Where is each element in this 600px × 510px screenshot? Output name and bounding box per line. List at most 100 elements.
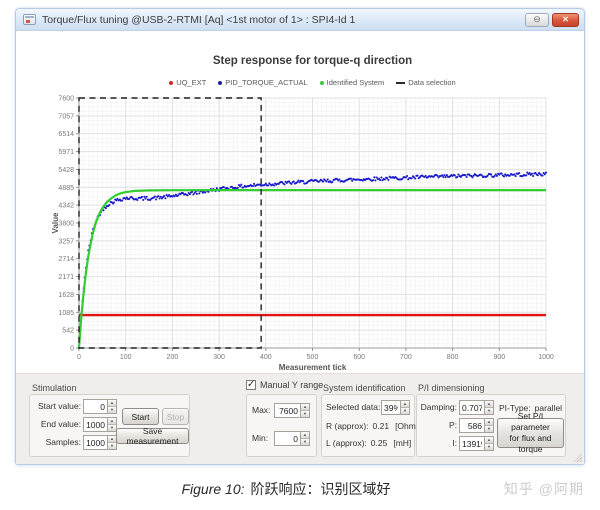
- damping-spin-buttons[interactable]: ▲ ▼: [484, 400, 494, 415]
- min-label: Min:: [252, 433, 269, 443]
- start-value-spin-buttons[interactable]: ▲ ▼: [107, 399, 117, 414]
- minimize-button[interactable]: ⊖: [525, 12, 549, 27]
- start-value-input[interactable]: [83, 399, 107, 414]
- set-pi-parameter-line2: for flux and torque: [509, 433, 552, 455]
- p-spinner: ▲▼: [459, 418, 494, 433]
- svg-text:700: 700: [400, 354, 412, 361]
- start-value-spinner: ▲▼: [83, 399, 117, 414]
- svg-text:542: 542: [62, 328, 74, 335]
- legend-dot-icon: [319, 80, 324, 85]
- spin-up-icon[interactable]: ▲: [485, 401, 493, 408]
- pi-type-row: PI-Type: parallel: [499, 403, 562, 413]
- legend-item-data-selection: Data selection: [396, 78, 456, 87]
- data-selection-region[interactable]: [78, 97, 262, 349]
- legend-label: UQ_EXT: [176, 78, 207, 87]
- r-approx-value: 0.21: [372, 421, 390, 431]
- damping-spinner: ▲▼: [459, 400, 494, 415]
- svg-text:500: 500: [307, 354, 319, 361]
- max-spin-buttons[interactable]: ▲ ▼: [300, 403, 310, 418]
- legend-label: Data selection: [408, 78, 456, 87]
- spin-down-icon[interactable]: ▼: [108, 425, 116, 431]
- svg-text:1000: 1000: [538, 354, 554, 361]
- i-input[interactable]: [459, 436, 484, 451]
- i-spin-buttons[interactable]: ▲ ▼: [484, 436, 494, 451]
- svg-text:300: 300: [213, 354, 225, 361]
- start-button[interactable]: Start: [122, 408, 159, 425]
- svg-text:1085: 1085: [58, 310, 74, 317]
- step-response-chart[interactable]: 0 100 200 300 400 500 600 700 800 900 1000 0 542 1085…: [16, 31, 584, 373]
- l-approx-unit: [mH]: [393, 438, 412, 448]
- manual-y-range-row: Manual Y range: [246, 379, 324, 390]
- min-spinner: ▲▼: [274, 431, 310, 446]
- pi-type-label: PI-Type:: [499, 403, 531, 413]
- set-pi-parameter-line1: Set P/I parameter: [511, 410, 550, 432]
- close-button[interactable]: ✕: [552, 12, 579, 27]
- spin-up-icon[interactable]: ▲: [108, 400, 116, 407]
- spin-down-icon[interactable]: ▼: [108, 443, 116, 449]
- pi-dimensioning-group-title: P/I dimensioning: [418, 383, 485, 393]
- legend-label: PID_TORQUE_ACTUAL: [225, 78, 308, 87]
- identified-system-line: [77, 189, 546, 349]
- svg-text:Value: Value: [51, 212, 60, 233]
- manual-y-range-checkbox[interactable]: [246, 379, 256, 390]
- resize-grip[interactable]: [573, 453, 582, 462]
- selected-data-spin-buttons[interactable]: ▲ ▼: [400, 400, 410, 415]
- min-spin-buttons[interactable]: ▲ ▼: [300, 431, 310, 446]
- spin-up-icon[interactable]: ▲: [401, 401, 409, 408]
- l-approx-label: L (approx):: [326, 438, 367, 448]
- spin-down-icon[interactable]: ▼: [485, 426, 493, 432]
- y-range-group: Max: ▲▼ Min: ▲▼: [246, 394, 317, 457]
- spin-down-icon[interactable]: ▼: [108, 407, 116, 413]
- spin-down-icon[interactable]: ▼: [301, 439, 309, 445]
- damping-label: Damping:: [420, 402, 457, 412]
- spin-up-icon[interactable]: ▲: [485, 419, 493, 426]
- end-value-spinner: ▲▼: [83, 417, 117, 432]
- stop-button[interactable]: Stop: [162, 408, 189, 425]
- max-input[interactable]: [274, 403, 300, 418]
- selected-data-input[interactable]: [381, 400, 400, 415]
- system-identification-group: Selected data: ▲▼ R (approx):0.21 [Ohm] L…: [321, 394, 418, 457]
- start-value-label: Start value:: [38, 401, 81, 411]
- svg-text:Measurement tick: Measurement tick: [279, 363, 347, 372]
- spin-up-icon[interactable]: ▲: [301, 432, 309, 439]
- svg-text:400: 400: [260, 354, 272, 361]
- p-spin-buttons[interactable]: ▲ ▼: [484, 418, 494, 433]
- legend-item-pid-torque-actual: PID_TORQUE_ACTUAL: [218, 78, 308, 87]
- svg-text:0: 0: [70, 346, 74, 353]
- spin-up-icon[interactable]: ▲: [108, 436, 116, 443]
- samples-input[interactable]: [83, 435, 107, 450]
- end-value-label: End value:: [40, 419, 81, 429]
- max-spinner: ▲▼: [274, 403, 310, 418]
- end-value-input[interactable]: [83, 417, 107, 432]
- damping-input[interactable]: [459, 400, 484, 415]
- legend-item-uq-ext: UQ_EXT: [169, 78, 206, 87]
- min-input[interactable]: [274, 431, 300, 446]
- legend-dot-icon: [169, 80, 174, 85]
- spin-down-icon[interactable]: ▼: [301, 411, 309, 417]
- legend-dot-icon: [218, 80, 223, 85]
- spin-down-icon[interactable]: ▼: [485, 444, 493, 450]
- pi-type-value: parallel: [534, 403, 563, 413]
- p-label: P:: [448, 420, 457, 430]
- spin-up-icon[interactable]: ▲: [108, 418, 116, 425]
- pi-dimensioning-group: Damping: ▲▼ P: ▲▼ I: ▲▼ PI-Type:parallel…: [416, 394, 566, 457]
- spin-down-icon[interactable]: ▼: [485, 408, 493, 414]
- legend-item-identified-system: Identified System: [319, 78, 384, 87]
- app-window: Torque/Flux tuning @USB-2-RTMI [Aq] <1st…: [15, 8, 585, 465]
- save-measurement-button[interactable]: Save measurement: [116, 426, 189, 446]
- r-approx-label: R (approx):: [326, 421, 369, 431]
- manual-y-range-label: Manual Y range: [260, 380, 324, 390]
- p-input[interactable]: [459, 418, 484, 433]
- spin-up-icon[interactable]: ▲: [301, 404, 309, 411]
- figure-label: Figure 10:: [181, 481, 245, 497]
- spin-down-icon[interactable]: ▼: [401, 408, 409, 414]
- chart-panel: 0 100 200 300 400 500 600 700 800 900 1000 0 542 1085…: [16, 31, 584, 373]
- stimulation-group-title: Stimulation: [32, 383, 77, 393]
- end-value-spin-buttons[interactable]: ▲ ▼: [107, 417, 117, 432]
- watermark: 知乎 @阿期: [503, 481, 584, 497]
- figure-caption: Figure 10: 阶跃响应：识别区域好: [0, 479, 586, 499]
- svg-text:5971: 5971: [58, 149, 74, 156]
- spin-up-icon[interactable]: ▲: [485, 437, 493, 444]
- chart-title: Step response for torque-q direction: [212, 55, 413, 67]
- set-pi-parameter-button[interactable]: Set P/I parameter for flux and torque: [497, 411, 564, 454]
